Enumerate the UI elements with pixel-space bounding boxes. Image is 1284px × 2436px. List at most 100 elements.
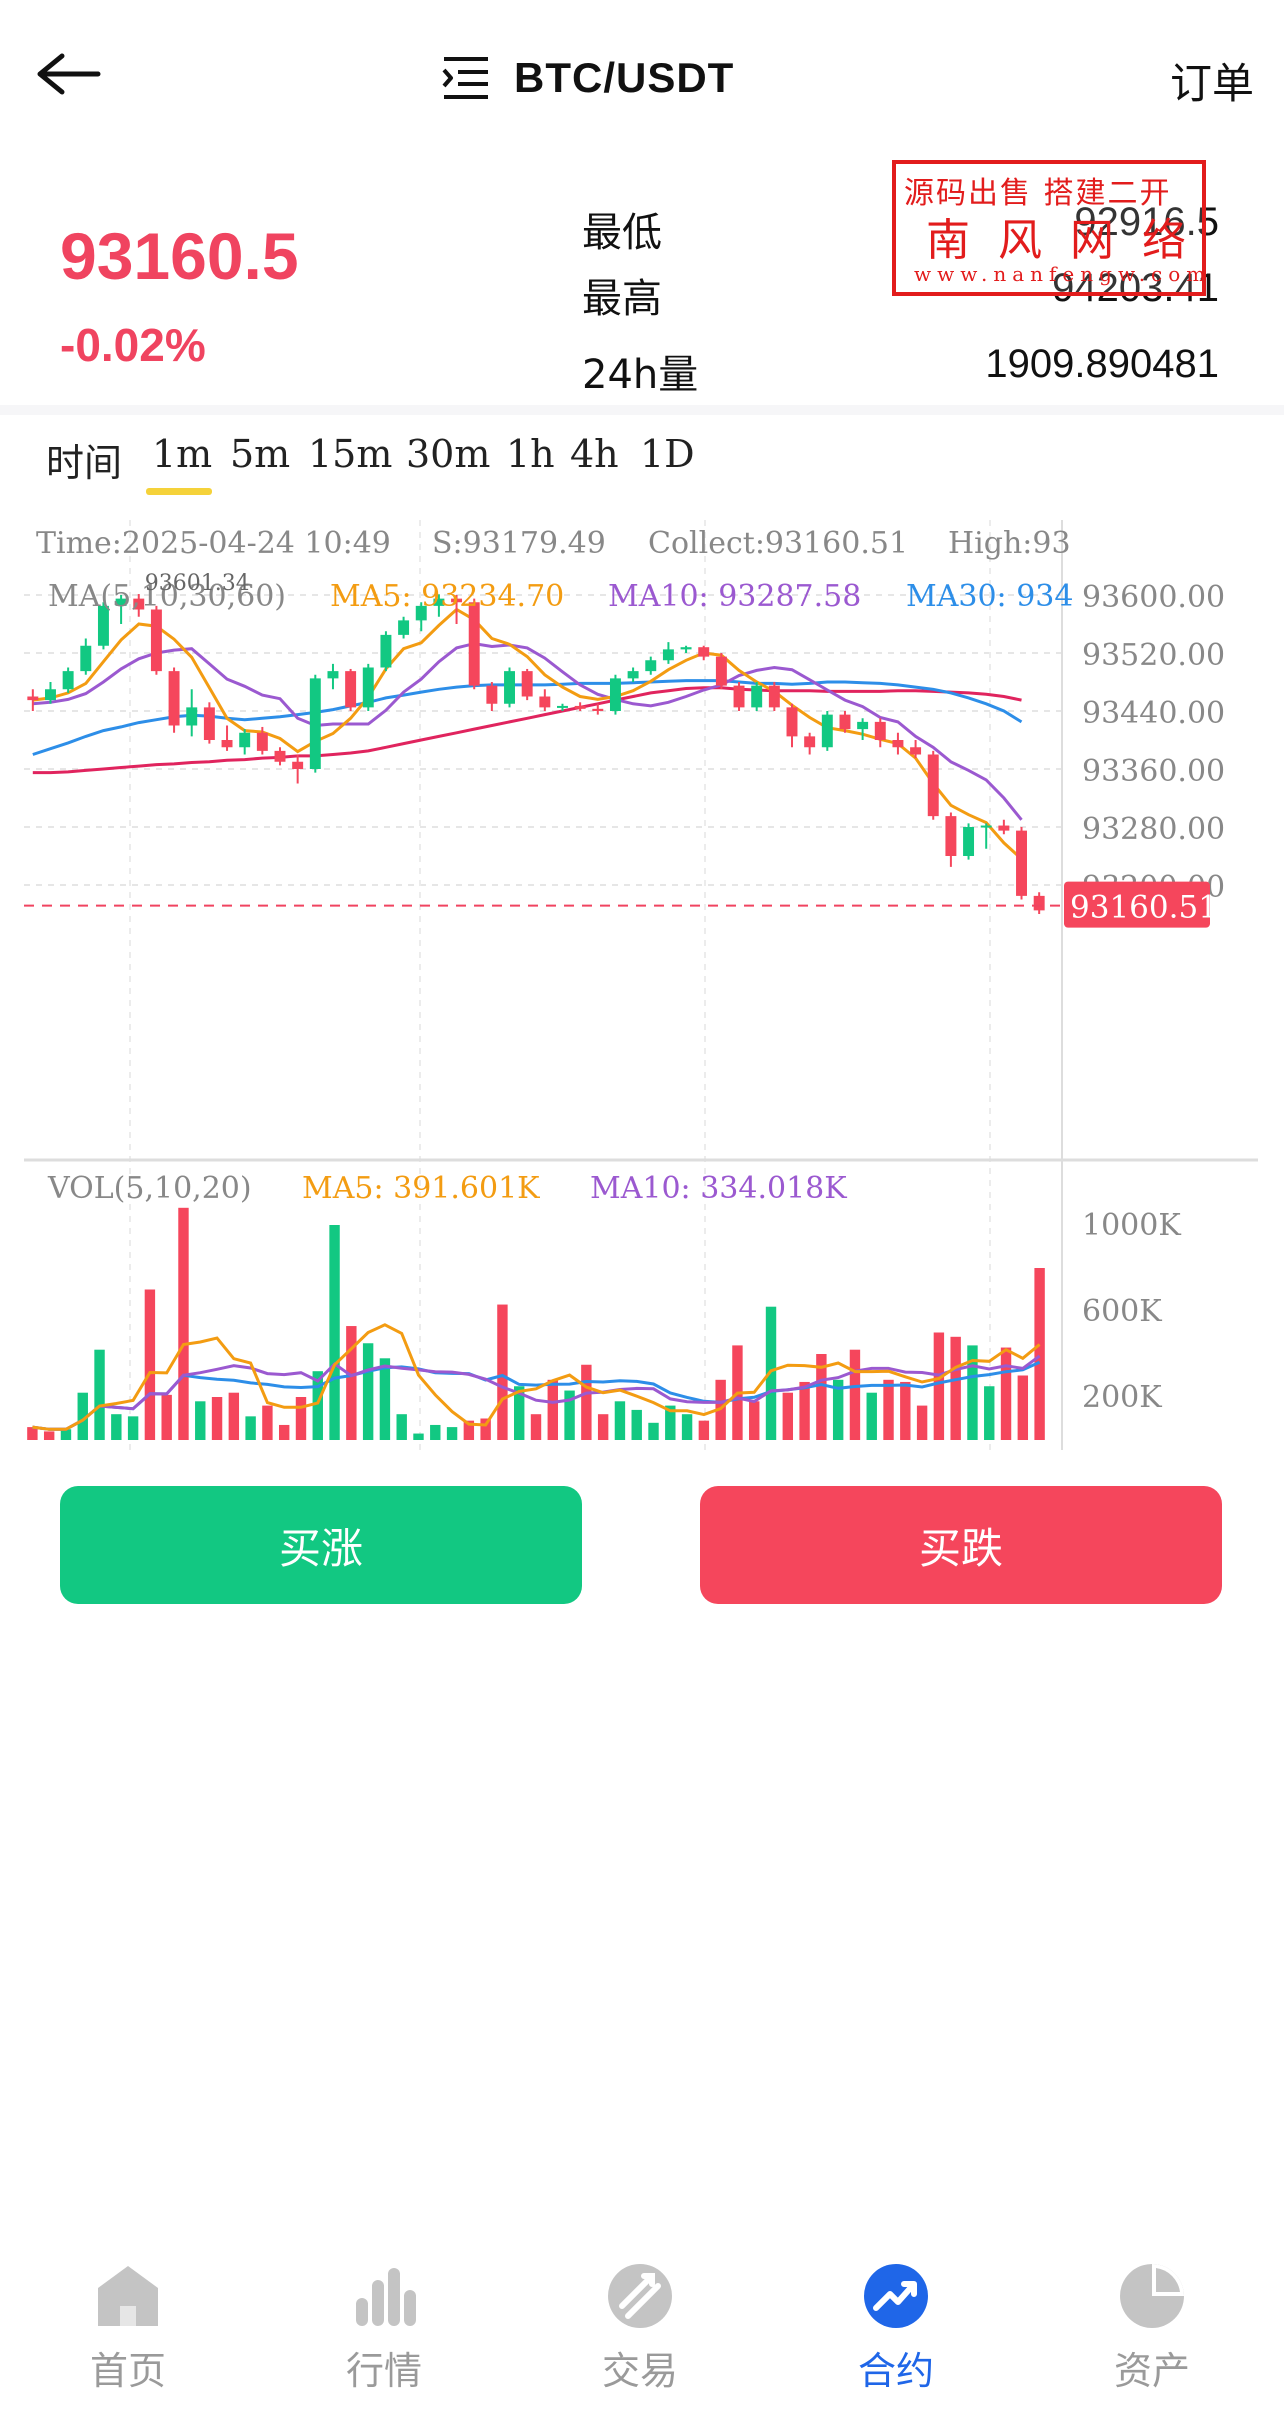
volume-bar xyxy=(950,1336,961,1440)
volume-bar xyxy=(430,1424,441,1440)
volume-bar xyxy=(161,1394,172,1440)
buy-up-button[interactable]: 买涨 xyxy=(60,1486,582,1604)
volume-bar xyxy=(665,1405,676,1440)
candle-down xyxy=(274,750,286,762)
ma60-line xyxy=(32,686,1022,775)
volume-bar xyxy=(1000,1347,1012,1440)
candle-up xyxy=(963,827,975,856)
candlestick-chart[interactable]: Time:2025-04-24 10:49 S:93179.49 Collect… xyxy=(0,510,1284,1460)
volume-bar xyxy=(648,1422,659,1440)
volume-bar xyxy=(984,1386,995,1440)
volume-bar xyxy=(698,1420,710,1440)
watermark-line-2: 南风网络 xyxy=(926,215,1214,266)
candle-down xyxy=(592,708,604,711)
volume-bar xyxy=(245,1416,256,1440)
candle-down xyxy=(133,598,145,610)
volume-bar xyxy=(396,1414,407,1440)
candle-down xyxy=(521,671,533,697)
tab-contract-label: 合约 xyxy=(857,2349,934,2393)
info-s: S:93179.49 xyxy=(432,526,606,561)
volume-bar xyxy=(346,1326,357,1440)
timeframe-1d[interactable]: 1D xyxy=(640,432,695,476)
candle-up xyxy=(857,721,869,730)
volume-bar xyxy=(883,1379,894,1440)
back-arrow-icon[interactable] xyxy=(32,44,102,104)
volume-bar xyxy=(547,1379,558,1440)
ma-lines xyxy=(32,607,1023,861)
timeframe-30m[interactable]: 30m xyxy=(406,432,491,476)
last-price-tag-text: 93160.51 xyxy=(1070,890,1218,926)
orders-link[interactable]: 订单 xyxy=(1169,59,1254,108)
ma5-line xyxy=(32,607,1023,861)
timeframe-1h[interactable]: 1h xyxy=(506,432,555,476)
volume-bar xyxy=(749,1401,760,1440)
candle-down xyxy=(998,825,1010,831)
candle-up xyxy=(186,707,198,726)
volume-bar xyxy=(312,1371,323,1440)
tab-trade[interactable]: 交易 xyxy=(540,2262,740,2393)
volume-bar xyxy=(262,1405,273,1440)
last-price: 93160.5 xyxy=(60,219,299,293)
volume-bar xyxy=(77,1392,88,1440)
candle-up xyxy=(45,689,56,701)
high-label: 最高 xyxy=(582,276,662,322)
volume-bar xyxy=(782,1392,794,1440)
max-price-marker: 93601.34 xyxy=(145,571,250,596)
volume-bar xyxy=(278,1424,290,1440)
bar-chart-icon xyxy=(356,2268,416,2326)
tab-market[interactable]: 行情 xyxy=(284,2262,484,2393)
watermark-stamp: 源码出售 搭建二开 南风网络 www.nanfengw.com xyxy=(892,160,1206,296)
candle-up xyxy=(609,678,621,711)
volume-bar xyxy=(614,1401,626,1440)
volume-bar xyxy=(900,1381,911,1440)
tab-market-label: 行情 xyxy=(345,2349,422,2393)
volume-24h-label: 24h量 xyxy=(582,352,699,398)
candle-down xyxy=(27,696,39,701)
candle-down xyxy=(1016,830,1027,896)
volume-bar xyxy=(832,1379,844,1440)
candle-up xyxy=(821,714,833,748)
candle-up xyxy=(980,825,992,828)
volume-bar xyxy=(681,1414,693,1440)
volume-bar xyxy=(597,1414,609,1440)
ma-legend-title: MA(5,10,30,60) xyxy=(48,579,286,614)
volume-bars xyxy=(27,1207,1045,1440)
candles xyxy=(27,594,1045,914)
volume-bar xyxy=(446,1427,458,1440)
timeframe-15m[interactable]: 15m xyxy=(308,432,393,476)
tab-trade-label: 交易 xyxy=(601,2349,678,2393)
buy-down-button[interactable]: 买跌 xyxy=(700,1486,1222,1604)
tab-home[interactable]: 首页 xyxy=(28,2262,228,2393)
tab-contract[interactable]: 合约 xyxy=(796,2262,996,2393)
price-axis: 93600.00 93520.00 93440.00 93360.00 93280.00… xyxy=(1082,580,1225,905)
timeframe-4h[interactable]: 4h xyxy=(570,432,619,476)
candle-down xyxy=(203,707,215,740)
candle-down xyxy=(468,602,480,686)
candle-down xyxy=(804,736,816,748)
volume-axis: 1000K 600K 200K xyxy=(1082,1208,1181,1415)
candle-down xyxy=(874,721,886,740)
price-tick-label: 93440.00 xyxy=(1082,696,1225,731)
timeframe-1m[interactable]: 1m xyxy=(152,432,213,476)
volume-24h-value: 1909.890481 xyxy=(985,342,1219,386)
low-label: 最低 xyxy=(582,210,662,256)
ma10-line xyxy=(32,642,1023,821)
tab-assets[interactable]: 资产 xyxy=(1052,2262,1252,2393)
info-collect: Collect:93160.51 xyxy=(648,526,908,561)
info-high: High:93 xyxy=(948,526,1071,561)
market-selector[interactable]: BTC/USDT xyxy=(440,48,734,108)
candle-down xyxy=(345,671,357,708)
volume-bar xyxy=(295,1397,307,1440)
selected-timeframe-indicator xyxy=(146,488,212,495)
vol-legend-title: VOL(5,10,20) xyxy=(47,1171,252,1206)
volume-bar xyxy=(111,1414,122,1440)
high-value: 94203.41 xyxy=(1052,266,1219,310)
volume-bar xyxy=(195,1401,206,1440)
exchange-icon xyxy=(608,2264,672,2328)
candle-up xyxy=(380,634,392,668)
candle-up xyxy=(62,671,74,690)
timeframe-5m[interactable]: 5m xyxy=(230,432,291,476)
volume-bar xyxy=(799,1381,810,1440)
menu-list-icon[interactable] xyxy=(440,55,492,101)
volume-bar xyxy=(866,1392,877,1440)
